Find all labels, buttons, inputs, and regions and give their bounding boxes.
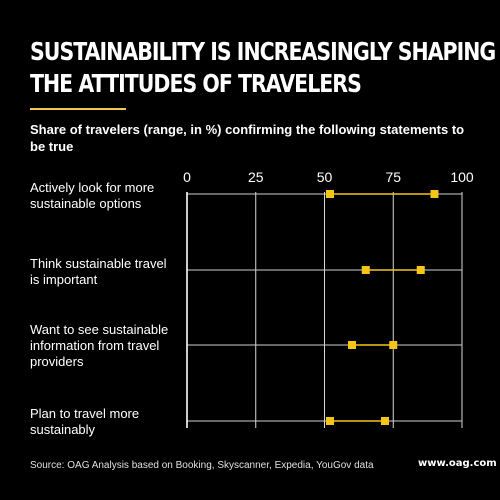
source-note: Source: OAG Analysis based on Booking, S… bbox=[30, 460, 374, 471]
row-label-3-line-3: providers bbox=[30, 354, 84, 369]
accent-rule bbox=[30, 108, 126, 110]
row-label-1-line-1: Actively look for more bbox=[30, 180, 155, 195]
page-title: SUSTAINABILITY IS INCREASINGLY SHAPING T… bbox=[30, 36, 496, 100]
row-label-2-line-2: is important bbox=[30, 272, 98, 287]
range-low-marker-1 bbox=[326, 190, 334, 198]
row-label-1: Actively look for more sustainable optio… bbox=[30, 180, 180, 212]
x-tick-label-50: 50 bbox=[317, 169, 333, 185]
range-high-marker-2 bbox=[416, 266, 425, 274]
range-high-marker-3 bbox=[389, 341, 398, 349]
row-label-4-line-2: sustainably bbox=[30, 422, 96, 437]
row-label-3: Want to see sustainable information from… bbox=[30, 322, 180, 370]
chart-subtitle: Share of travelers (range, in %) confirm… bbox=[30, 122, 465, 154]
row-label-2-line-1: Think sustainable travel bbox=[30, 256, 167, 271]
row-label-4: Plan to travel more sustainably bbox=[30, 406, 180, 438]
range-low-marker-4 bbox=[326, 417, 334, 425]
range-high-marker-4 bbox=[381, 417, 389, 425]
row-label-3-line-1: Want to see sustainable bbox=[30, 322, 169, 337]
x-tick-label-100: 100 bbox=[450, 169, 474, 185]
row-label-4-line-1: Plan to travel more bbox=[30, 406, 140, 421]
row-label-2: Think sustainable travel is important bbox=[30, 256, 180, 288]
range-low-marker-2 bbox=[361, 266, 370, 274]
x-tick-label-0: 0 bbox=[183, 169, 191, 185]
title-line-2: THE ATTITUDES OF TRAVELERS bbox=[30, 69, 362, 98]
title-line-1: SUSTAINABILITY IS INCREASINGLY SHAPING bbox=[30, 37, 496, 66]
x-tick-label-25: 25 bbox=[248, 169, 264, 185]
range-high-marker-1 bbox=[430, 190, 439, 198]
row-label-1-line-2: sustainable options bbox=[30, 196, 142, 211]
oag-logo: www.oag.com bbox=[418, 458, 497, 469]
row-label-3-line-2: information from travel bbox=[30, 338, 160, 353]
x-tick-label-75: 75 bbox=[385, 169, 401, 185]
range-low-marker-3 bbox=[348, 341, 356, 349]
